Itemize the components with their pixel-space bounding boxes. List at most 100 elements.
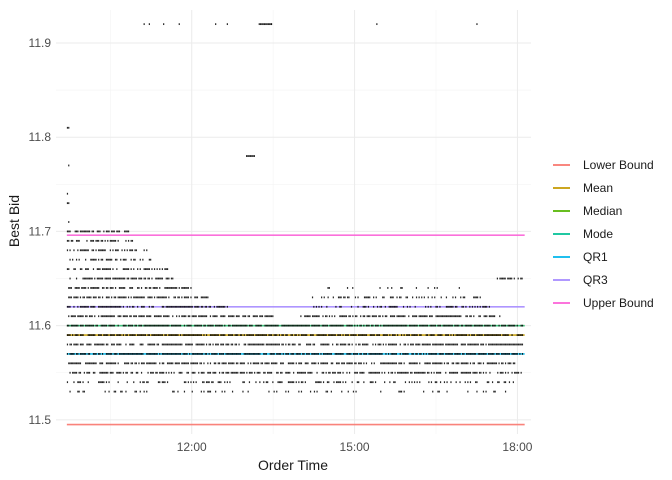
- data-point: [66, 126, 69, 129]
- data-point: [163, 362, 165, 365]
- data-point: [337, 362, 339, 365]
- data-point: [329, 353, 331, 355]
- data-point: [499, 277, 501, 280]
- data-point: [135, 315, 137, 318]
- data-point: [332, 362, 334, 365]
- data-point: [69, 277, 71, 280]
- data-point: [394, 343, 396, 346]
- data-point: [418, 315, 420, 318]
- data-point: [114, 353, 117, 355]
- data-point: [404, 353, 407, 355]
- data-point: [477, 296, 479, 299]
- data-point: [508, 324, 511, 327]
- data-point: [254, 353, 256, 355]
- data-point: [446, 334, 448, 336]
- data-point: [476, 334, 478, 336]
- data-point: [501, 277, 504, 280]
- data-point: [113, 296, 115, 299]
- data-point: [265, 23, 267, 26]
- data-point: [424, 343, 426, 346]
- data-point: [212, 324, 214, 327]
- data-point: [66, 324, 69, 327]
- data-point: [391, 353, 394, 355]
- data-point: [234, 353, 236, 355]
- data-point: [70, 315, 72, 318]
- data-point: [270, 334, 273, 336]
- data-point: [497, 381, 499, 384]
- data-point: [482, 343, 485, 346]
- data-point: [92, 287, 95, 289]
- data-point: [510, 362, 512, 365]
- data-point: [129, 287, 131, 289]
- data-point: [298, 343, 300, 346]
- data-point: [87, 371, 89, 374]
- data-point: [146, 381, 148, 384]
- data-point: [312, 324, 314, 327]
- data-point: [134, 249, 136, 252]
- data-point: [125, 324, 127, 327]
- data-point: [179, 324, 182, 327]
- data-point: [341, 353, 343, 355]
- data-point: [192, 315, 195, 318]
- data-point: [124, 296, 126, 299]
- data-point: [75, 334, 78, 336]
- data-point: [103, 343, 105, 346]
- data-point: [384, 334, 386, 336]
- data-point: [307, 324, 309, 327]
- data-point: [203, 390, 205, 393]
- data-point: [159, 324, 161, 327]
- data-point: [276, 371, 278, 374]
- data-point: [220, 343, 222, 346]
- data-point: [127, 324, 130, 327]
- data-point: [118, 315, 121, 318]
- legend-label: Mean: [583, 181, 613, 195]
- data-point: [338, 334, 340, 336]
- y-tick-label: 11.6: [29, 319, 52, 333]
- data-point: [140, 305, 143, 308]
- data-point: [86, 268, 88, 271]
- data-point: [195, 343, 197, 346]
- data-point: [475, 296, 477, 299]
- data-point: [401, 315, 403, 318]
- data-point: [165, 287, 167, 289]
- data-point: [133, 305, 135, 308]
- data-point: [456, 315, 458, 318]
- y-axis-title: Best Bid: [6, 195, 22, 247]
- data-point: [263, 23, 266, 26]
- data-point: [251, 343, 253, 346]
- data-point: [376, 371, 378, 374]
- data-point: [124, 315, 126, 318]
- data-point: [391, 324, 394, 327]
- data-point: [101, 324, 104, 327]
- data-point: [442, 343, 444, 346]
- data-point: [358, 343, 360, 346]
- data-point: [342, 334, 344, 336]
- data-point: [493, 390, 495, 393]
- data-point: [69, 287, 71, 289]
- data-point: [237, 371, 239, 374]
- data-point: [74, 334, 76, 336]
- data-point: [442, 324, 444, 327]
- data-point: [135, 362, 137, 365]
- data-point: [176, 353, 178, 355]
- data-point: [439, 371, 442, 374]
- data-point: [126, 315, 128, 318]
- data-point: [190, 343, 192, 346]
- data-point: [94, 334, 96, 336]
- data-point: [416, 343, 418, 346]
- data-point: [293, 353, 295, 355]
- data-point: [277, 343, 279, 346]
- data-point: [131, 334, 134, 336]
- data-point: [86, 230, 88, 233]
- data-point: [82, 249, 84, 252]
- data-point: [222, 371, 225, 374]
- data-point: [448, 315, 450, 318]
- data-point: [144, 324, 147, 327]
- data-point: [382, 315, 384, 318]
- data-point: [235, 334, 238, 336]
- data-point: [441, 334, 443, 336]
- data-point: [312, 334, 314, 336]
- data-point: [278, 343, 280, 346]
- data-point: [395, 305, 397, 308]
- data-point: [92, 362, 95, 365]
